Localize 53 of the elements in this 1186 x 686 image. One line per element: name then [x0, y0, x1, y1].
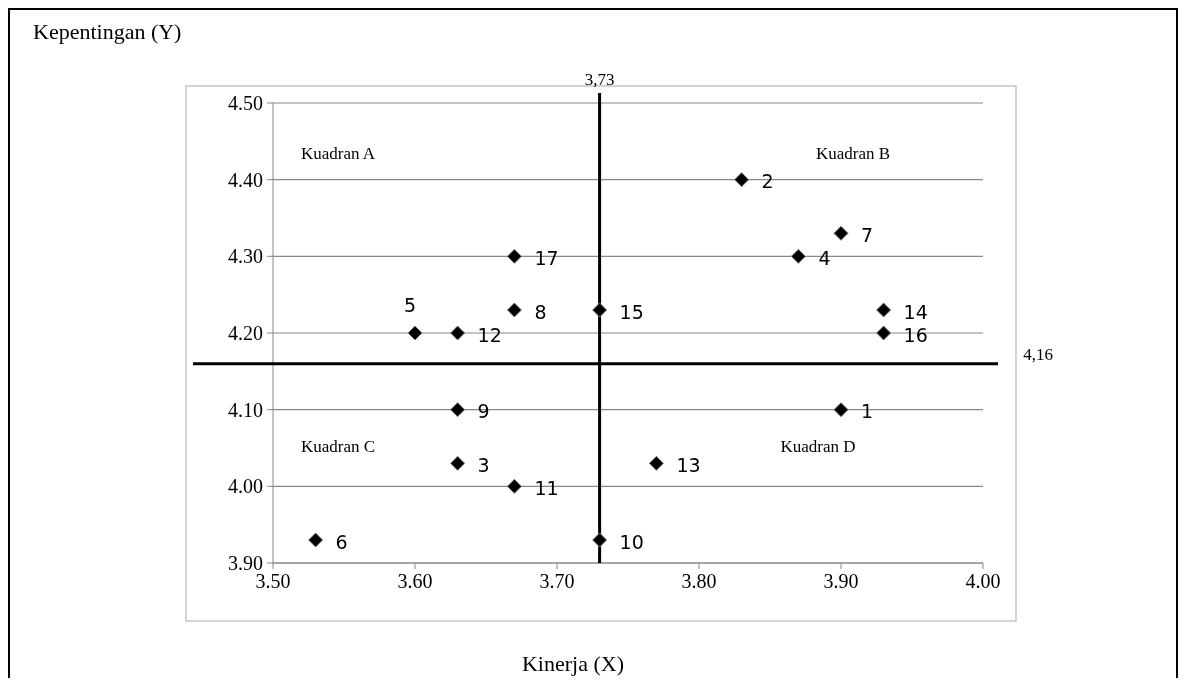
- annotation: 7: [861, 223, 874, 246]
- annotation: 8: [534, 300, 547, 323]
- annotation: 3: [477, 453, 490, 476]
- annotation: 4: [818, 246, 831, 269]
- x-tick-label: 3.90: [823, 570, 859, 592]
- annotation: 9: [477, 400, 490, 423]
- point: [407, 325, 423, 341]
- x-tick-label: 4.00: [965, 570, 1001, 592]
- y-tick-label: 4.40: [228, 168, 263, 191]
- x-tick-label: 3.60: [397, 570, 433, 592]
- y-tick-label: 4.20: [228, 322, 263, 344]
- annotation: 5: [403, 293, 417, 316]
- point: [790, 248, 806, 264]
- annotation: 6: [335, 530, 348, 553]
- annotation: 12: [477, 323, 502, 346]
- point: [450, 402, 466, 418]
- x-tick-label: 3.80: [681, 570, 717, 592]
- point: [308, 532, 324, 548]
- annotation: 11: [534, 476, 559, 499]
- point: [506, 478, 522, 494]
- y-tick-label: 4.10: [228, 398, 263, 421]
- annotation: Kuadran D: [780, 436, 856, 456]
- point: [506, 248, 522, 264]
- annotation: 17: [534, 246, 559, 269]
- ref-line-label: 4,16: [1023, 344, 1053, 364]
- ref-line-label: 3,73: [584, 69, 615, 89]
- point: [876, 302, 892, 318]
- annotation: 14: [903, 300, 928, 323]
- annotation: 2: [761, 170, 774, 193]
- point: [833, 225, 849, 241]
- annotation: 16: [903, 323, 928, 346]
- annotation: Kuadran B: [815, 143, 891, 163]
- annotation: 13: [676, 453, 701, 476]
- annotation: Kuadran A: [300, 143, 376, 163]
- y-tick-label: 4.50: [228, 92, 263, 114]
- y-tick-label: 4.00: [228, 475, 263, 498]
- y-axis-title: Kepentingan (Y): [33, 18, 182, 44]
- annotation: Kuadran C: [300, 436, 376, 456]
- annotation: 1: [861, 400, 874, 423]
- point: [450, 455, 466, 471]
- x-axis-title: Kinerja (X): [521, 650, 625, 676]
- point: [648, 455, 664, 471]
- point: [450, 325, 466, 341]
- point: [876, 325, 892, 341]
- point: [734, 172, 750, 188]
- point: [506, 302, 522, 318]
- x-tick-label: 3.70: [539, 570, 575, 592]
- y-tick-label: 4.30: [228, 245, 263, 268]
- annotation: 15: [619, 300, 644, 323]
- point: [833, 402, 849, 418]
- point: [592, 302, 608, 318]
- point: [592, 532, 608, 548]
- annotation: 10: [619, 530, 644, 553]
